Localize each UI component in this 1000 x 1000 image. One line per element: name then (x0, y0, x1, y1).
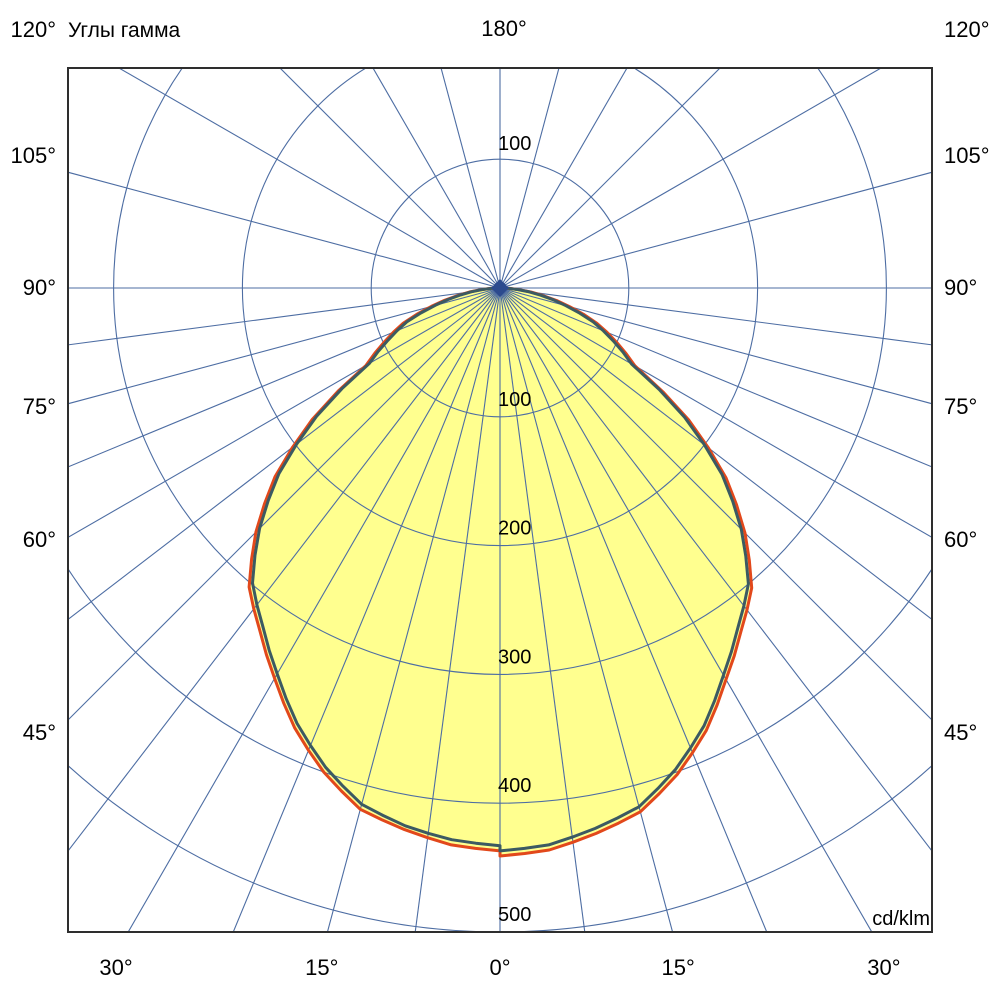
gamma-ray-7.5-left (414, 287, 501, 932)
center-marker-group (491, 279, 509, 297)
gamma-label-left-75: 75° (23, 394, 56, 419)
gamma-ray-150-right (499, 68, 628, 289)
gamma-ray-22.5-left (232, 287, 501, 932)
gamma-ray-120-left (117, 68, 501, 289)
gamma-ray-135-right (499, 68, 721, 289)
intensity-curves (247, 286, 754, 858)
gamma-ray-67.5-right (499, 287, 932, 468)
gamma-label-right-45: 45° (944, 720, 977, 745)
gamma-label-bottom-30-right: 30° (867, 955, 900, 980)
gamma-ray-7.5-right (499, 287, 586, 932)
gamma-label-right-90: 90° (944, 275, 977, 300)
gamma-label-bottom-30-left: 30° (99, 955, 132, 980)
gamma-ray-45-right (499, 287, 932, 721)
gamma-ray-165-right (499, 68, 560, 289)
gamma-ray-37.5-right (499, 287, 932, 852)
gamma-ray-52.5-right (499, 287, 932, 621)
gamma-label-right-105: 105° (944, 143, 990, 168)
gamma-ray-37.5-left (68, 287, 501, 852)
gamma-ray-105-left (68, 171, 501, 289)
gamma-ray-22.5-right (499, 287, 768, 932)
gamma-ray-165-left (440, 68, 501, 289)
curve-dark (251, 286, 750, 853)
gamma-ray-82.5-right (499, 287, 932, 346)
gamma-ray-82.5-left (68, 287, 501, 346)
unit-label: cd/klm (872, 908, 930, 930)
gamma-ray-67.5-left (68, 287, 501, 468)
gamma-ray-150-left (372, 68, 501, 289)
gamma-ray-120-right (499, 68, 883, 289)
gamma-label-right-75: 75° (944, 394, 977, 419)
gamma-label-left-60: 60° (23, 527, 56, 552)
center-marker (491, 279, 509, 297)
gamma-label-left-90: 90° (23, 275, 56, 300)
gamma-ray-15-left (326, 287, 501, 932)
radial-tick-label-400: 400 (498, 775, 531, 797)
gamma-ray-60-right (499, 287, 932, 539)
gamma-label-top-left-120: 120° (10, 17, 56, 42)
gamma-label-left-45: 45° (23, 720, 56, 745)
gamma-ray-105-right (499, 171, 932, 289)
gamma-label-left-105: 105° (10, 143, 56, 168)
gamma-label-right-60: 60° (944, 527, 977, 552)
gamma-label-bottom-0: 0° (489, 955, 510, 980)
radial-tick-label-300: 300 (498, 646, 531, 668)
axis-labels: 105° 90° 75° 60° 45° 105° 90° 75° 60° 45° 30° 15° 0°… (10, 133, 989, 980)
plot-border (67, 67, 933, 933)
gamma-label-bottom-15-right: 15° (662, 955, 695, 980)
gamma-ray-75-left (68, 287, 501, 405)
gamma-ray-75-right (499, 287, 932, 405)
gamma-ray-60-left (68, 287, 501, 539)
gamma-ray-45-left (68, 287, 501, 721)
gamma-ray-30-right (499, 287, 873, 932)
gamma-ray-30-left (127, 287, 501, 932)
gamma-label-top-right-120: 120° (944, 17, 990, 42)
radial-tick-label-100: 100 (498, 389, 531, 411)
radial-tick-label-500: 500 (498, 904, 531, 926)
radial-tick-label-200: 200 (498, 518, 531, 540)
chart-title: Углы гамма (68, 19, 181, 42)
gamma-label-top-center-180: 180° (481, 16, 527, 41)
radial-tick-label-upper-100: 100 (498, 133, 531, 155)
gamma-ray-15-right (499, 287, 674, 932)
gamma-ray-52.5-left (68, 287, 501, 621)
gamma-label-bottom-15-left: 15° (305, 955, 338, 980)
gamma-ray-135-left (279, 68, 501, 289)
